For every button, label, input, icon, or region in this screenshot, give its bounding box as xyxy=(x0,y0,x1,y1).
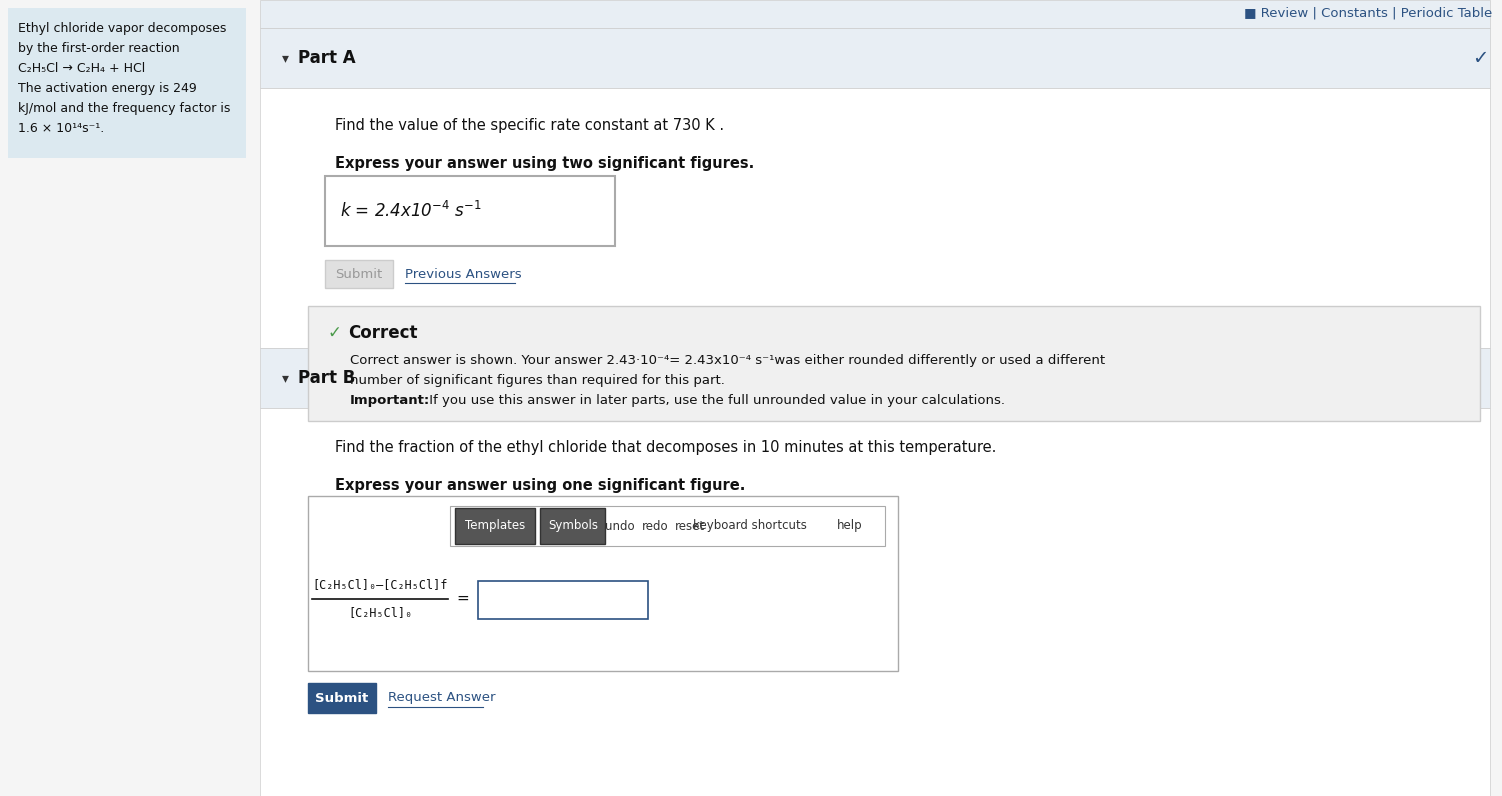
Text: If you use this answer in later parts, use the full unrounded value in your calc: If you use this answer in later parts, u… xyxy=(425,394,1005,407)
FancyBboxPatch shape xyxy=(308,306,1479,421)
Text: Request Answer: Request Answer xyxy=(388,692,496,704)
Text: reset: reset xyxy=(674,520,704,533)
Text: Find the fraction of the ethyl chloride that decomposes in 10 minutes at this te: Find the fraction of the ethyl chloride … xyxy=(335,440,996,455)
Text: ✓: ✓ xyxy=(1472,49,1488,68)
Text: 1.6 × 10¹⁴s⁻¹.: 1.6 × 10¹⁴s⁻¹. xyxy=(18,122,104,135)
Text: C₂H₅Cl → C₂H₄ + HCl: C₂H₅Cl → C₂H₄ + HCl xyxy=(18,62,146,75)
Text: Ethyl chloride vapor decomposes: Ethyl chloride vapor decomposes xyxy=(18,22,227,35)
Text: keyboard shortcuts: keyboard shortcuts xyxy=(692,520,807,533)
Bar xyxy=(260,0,1490,28)
Text: Submit: Submit xyxy=(315,692,368,704)
FancyBboxPatch shape xyxy=(478,580,647,618)
Bar xyxy=(260,88,1490,348)
Text: ✓: ✓ xyxy=(327,324,342,342)
Text: Find the value of the specific rate constant at 730 K .: Find the value of the specific rate cons… xyxy=(335,118,724,133)
Text: ▾: ▾ xyxy=(282,51,288,65)
Text: Previous Answers: Previous Answers xyxy=(406,267,521,280)
FancyBboxPatch shape xyxy=(308,683,376,713)
Text: Important:: Important: xyxy=(350,394,430,407)
Bar xyxy=(260,408,1490,796)
Text: [C₂H₅Cl]₀: [C₂H₅Cl]₀ xyxy=(348,606,412,619)
Text: Correct: Correct xyxy=(348,324,418,342)
Text: Part A: Part A xyxy=(297,49,356,67)
Text: Correct answer is shown. Your answer 2.43·10⁻⁴= 2.43x10⁻⁴ s⁻¹was either rounded : Correct answer is shown. Your answer 2.4… xyxy=(350,354,1105,367)
Text: [C₂H₅Cl]₀–[C₂H₅Cl]f: [C₂H₅Cl]₀–[C₂H₅Cl]f xyxy=(312,578,448,591)
Text: kJ/mol and the frequency factor is: kJ/mol and the frequency factor is xyxy=(18,102,230,115)
Text: Express your answer using one significant figure.: Express your answer using one significan… xyxy=(335,478,745,493)
Text: undo: undo xyxy=(605,520,635,533)
Bar xyxy=(260,348,1490,408)
Bar xyxy=(260,28,1490,88)
Text: The activation energy is 249: The activation energy is 249 xyxy=(18,82,197,95)
Text: Express your answer using two significant figures.: Express your answer using two significan… xyxy=(335,156,754,171)
Text: $k$ = 2.4x10$^{-4}$ s$^{-1}$: $k$ = 2.4x10$^{-4}$ s$^{-1}$ xyxy=(339,201,482,221)
FancyBboxPatch shape xyxy=(324,260,394,288)
Text: help: help xyxy=(837,520,862,533)
Text: by the first-order reaction: by the first-order reaction xyxy=(18,42,180,55)
Text: ▾: ▾ xyxy=(282,371,288,385)
Text: Templates: Templates xyxy=(466,520,526,533)
Text: Submit: Submit xyxy=(335,267,383,280)
Text: Symbols: Symbols xyxy=(548,520,598,533)
Text: number of significant figures than required for this part.: number of significant figures than requi… xyxy=(350,374,725,387)
FancyBboxPatch shape xyxy=(308,496,898,671)
Text: Part B: Part B xyxy=(297,369,356,387)
FancyBboxPatch shape xyxy=(324,176,614,246)
Text: =: = xyxy=(457,591,469,606)
Bar xyxy=(260,0,1490,796)
FancyBboxPatch shape xyxy=(541,508,605,544)
Bar xyxy=(8,8,246,158)
Text: ■ Review | Constants | Periodic Table: ■ Review | Constants | Periodic Table xyxy=(1244,6,1491,19)
Text: redo: redo xyxy=(641,520,668,533)
FancyBboxPatch shape xyxy=(455,508,535,544)
